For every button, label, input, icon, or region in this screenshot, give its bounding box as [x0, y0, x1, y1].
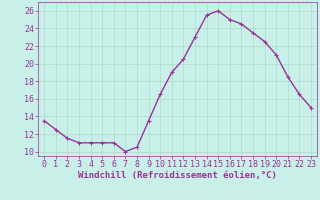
X-axis label: Windchill (Refroidissement éolien,°C): Windchill (Refroidissement éolien,°C): [78, 171, 277, 180]
